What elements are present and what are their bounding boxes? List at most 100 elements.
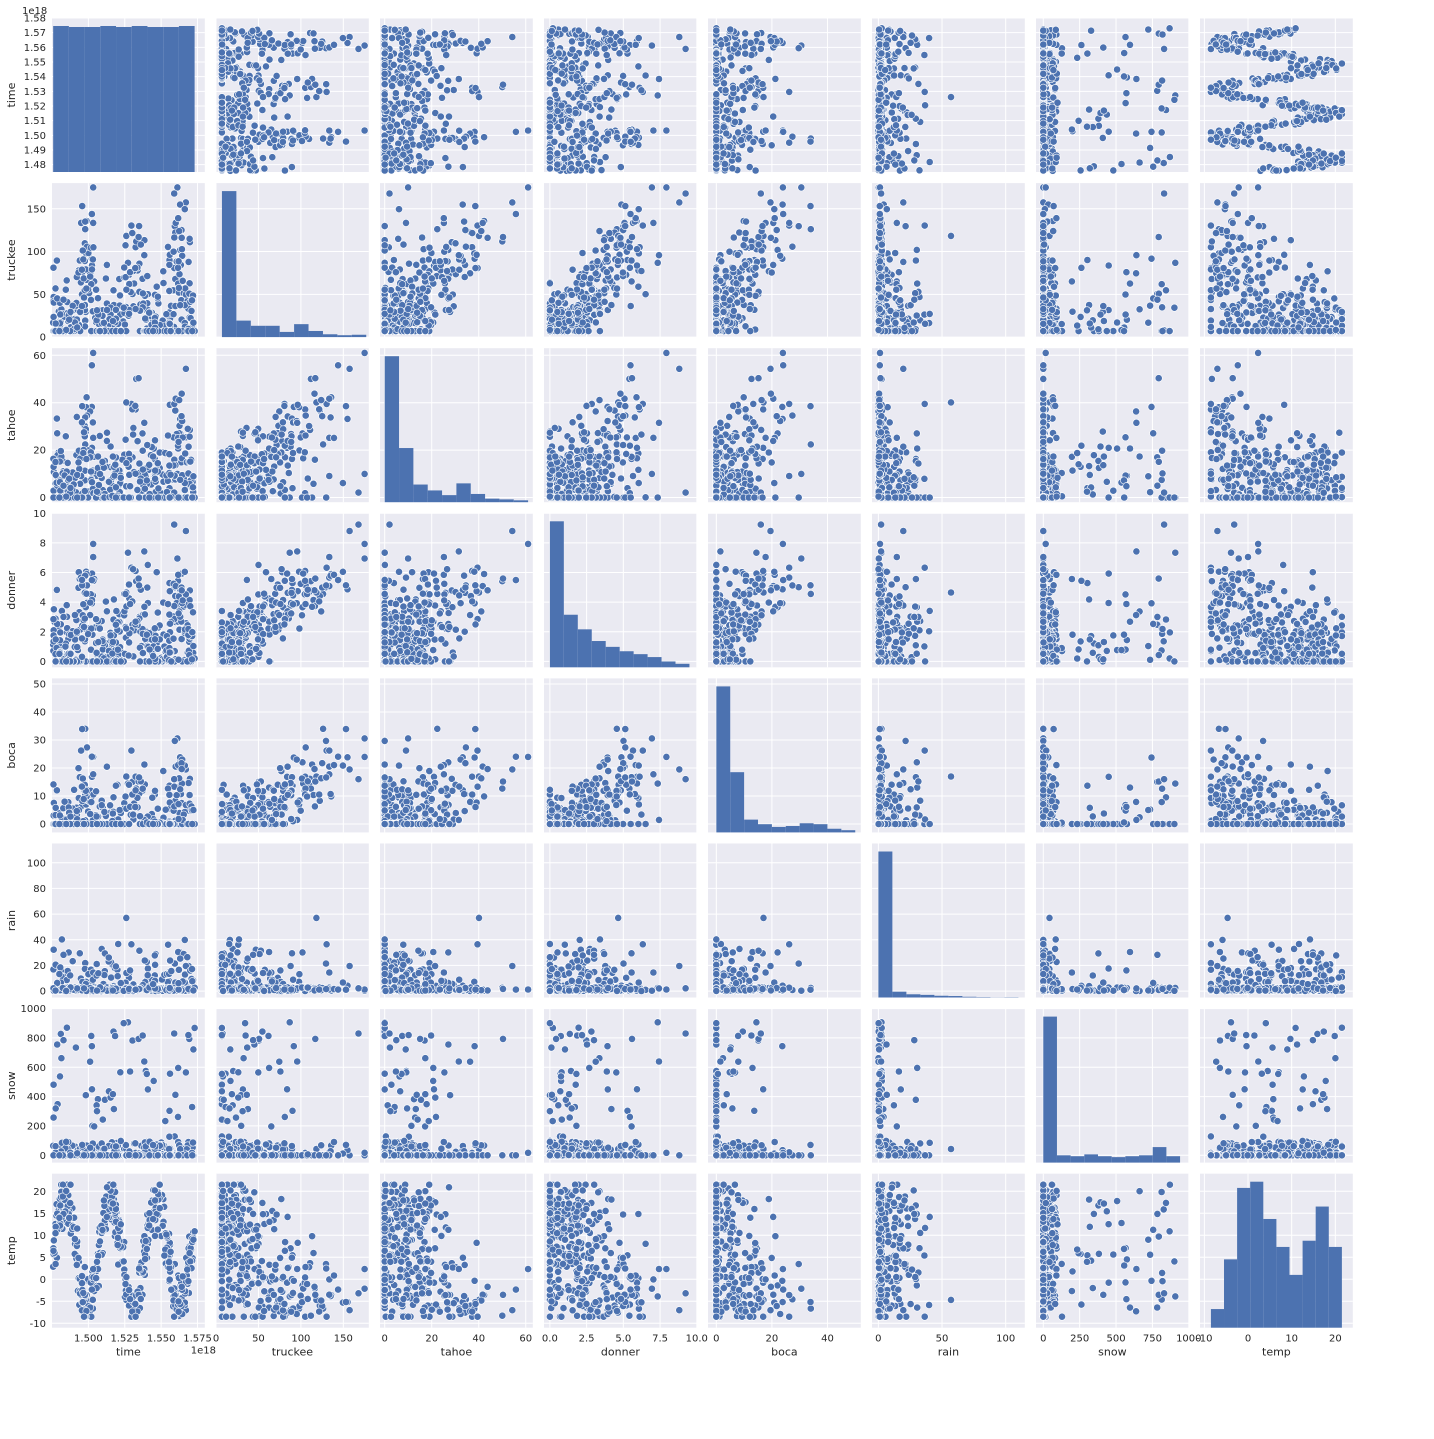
- point: [456, 127, 463, 134]
- point: [330, 41, 337, 48]
- point: [438, 65, 445, 72]
- point: [632, 41, 639, 48]
- point: [261, 134, 268, 141]
- point: [598, 167, 605, 174]
- point: [600, 75, 607, 82]
- point: [548, 41, 555, 48]
- point: [318, 40, 325, 47]
- point: [218, 49, 225, 56]
- point: [901, 65, 908, 72]
- point: [389, 82, 396, 89]
- point: [259, 93, 266, 100]
- point: [579, 120, 586, 127]
- hist-bar-time-2: [85, 27, 101, 172]
- point: [947, 94, 954, 101]
- point: [747, 146, 754, 153]
- panel-time-vs-time: 1.481.491.501.511.521.531.541.551.561.57…: [5, 6, 205, 172]
- point: [554, 150, 561, 157]
- point: [1246, 124, 1253, 131]
- point: [594, 41, 601, 48]
- point: [445, 113, 452, 120]
- point: [728, 62, 735, 69]
- point: [912, 140, 919, 147]
- point: [1284, 145, 1291, 152]
- point: [1298, 70, 1305, 77]
- point: [89, 256, 96, 263]
- point: [342, 138, 349, 145]
- point: [757, 45, 764, 52]
- point: [404, 91, 411, 98]
- point: [876, 84, 883, 91]
- point: [1260, 165, 1267, 172]
- point: [1272, 49, 1279, 56]
- point: [1147, 144, 1154, 151]
- panel-time-vs-temp: [1200, 18, 1353, 174]
- point: [391, 150, 398, 157]
- point: [1338, 60, 1345, 67]
- point: [650, 127, 657, 134]
- point: [422, 107, 429, 114]
- point: [760, 94, 767, 101]
- point: [555, 50, 562, 57]
- point: [720, 150, 727, 157]
- point: [627, 138, 634, 145]
- point: [759, 81, 766, 88]
- point: [442, 120, 449, 127]
- point: [259, 106, 266, 113]
- point: [1290, 165, 1297, 172]
- point: [1040, 136, 1047, 143]
- point: [1136, 159, 1143, 166]
- point: [1224, 127, 1231, 134]
- point: [237, 70, 244, 77]
- point: [53, 257, 60, 264]
- point: [1266, 142, 1273, 149]
- point: [121, 321, 128, 328]
- point: [254, 100, 261, 107]
- point: [747, 39, 754, 46]
- point: [552, 67, 559, 74]
- point: [310, 30, 317, 37]
- point: [227, 26, 234, 33]
- point: [238, 28, 245, 35]
- point: [1114, 66, 1121, 73]
- point: [718, 41, 725, 48]
- point: [262, 63, 269, 70]
- point: [655, 75, 662, 82]
- point: [237, 150, 244, 157]
- ylabel-time: time: [5, 82, 18, 107]
- point: [546, 99, 553, 106]
- point: [892, 161, 899, 168]
- point: [1052, 84, 1059, 91]
- point: [399, 39, 406, 46]
- point: [400, 151, 407, 158]
- point: [239, 123, 246, 130]
- point: [1123, 90, 1130, 97]
- point: [1158, 129, 1165, 136]
- point: [548, 27, 555, 34]
- point: [393, 157, 400, 164]
- point: [620, 72, 627, 79]
- point: [770, 113, 777, 120]
- point: [287, 31, 294, 38]
- point: [391, 104, 398, 111]
- point: [546, 123, 553, 130]
- point: [1254, 32, 1261, 39]
- point: [584, 49, 591, 56]
- point: [226, 165, 233, 172]
- point: [416, 142, 423, 149]
- point: [1278, 102, 1285, 109]
- point: [1171, 96, 1178, 103]
- panel-time-vs-truckee: [216, 18, 369, 174]
- point: [381, 81, 388, 88]
- hist-bar-time-7: [163, 27, 179, 172]
- point: [1323, 116, 1330, 123]
- ytick-label: 1.53: [24, 87, 46, 98]
- point: [280, 128, 287, 135]
- point: [733, 41, 740, 48]
- point: [877, 136, 884, 143]
- point: [1223, 41, 1230, 48]
- point: [758, 137, 765, 144]
- point: [727, 26, 734, 33]
- point: [720, 80, 727, 87]
- point: [921, 51, 928, 58]
